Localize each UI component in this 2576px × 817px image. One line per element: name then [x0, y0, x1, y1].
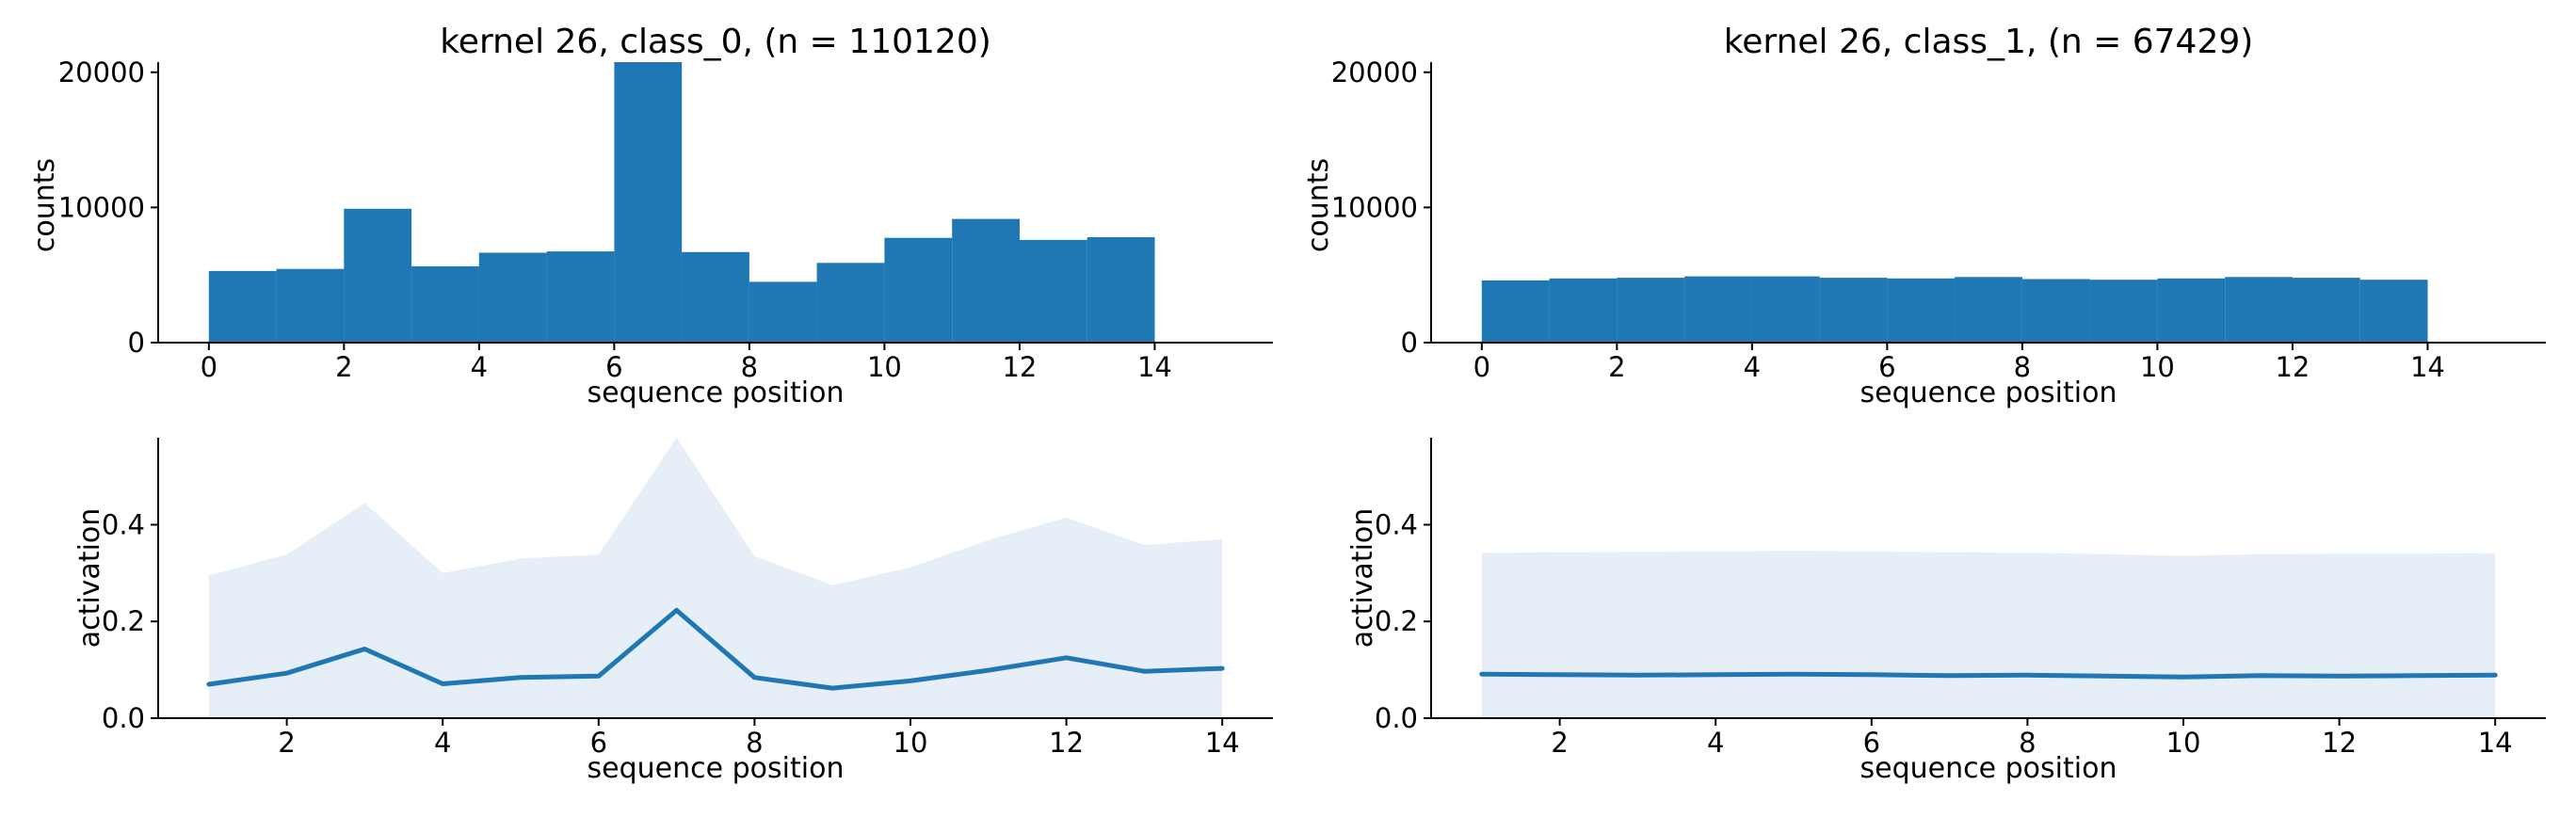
histogram-bar [2292, 278, 2360, 343]
x-tick-label: 6 [605, 351, 622, 383]
x-tick-label: 8 [741, 351, 758, 383]
histogram-bar [411, 265, 479, 343]
x-tick-label: 10 [894, 727, 928, 759]
plot-area: 2 4 6 8 10 12 14 0.0 0.2 0.4 [1375, 438, 2546, 759]
y-tick-label: 0.2 [1375, 605, 1418, 637]
y-axis-label: counts [28, 158, 61, 252]
x-tick-label: 4 [434, 727, 451, 759]
mean-activation-line [206, 607, 1225, 691]
x-tick-label: 2 [1551, 727, 1568, 759]
y-tick-label: 0.0 [102, 702, 145, 734]
x-tick-label: 12 [2275, 351, 2310, 383]
x-tick-label: 4 [471, 351, 488, 383]
panel-title: kernel 26, class_0, (n = 110120) [440, 23, 991, 61]
y-tick-label: 0 [1401, 327, 1418, 359]
activation-range-band [1481, 551, 2496, 718]
histogram-bar [614, 62, 683, 343]
histogram-bar [2157, 278, 2226, 343]
x-tick-label: 12 [2322, 727, 2357, 759]
x-tick-label: 14 [1137, 351, 1172, 383]
histogram-bar [1617, 278, 1685, 343]
histogram-bar [749, 281, 817, 343]
histogram-bar [1751, 276, 1820, 343]
x-tick-label: 8 [2014, 351, 2031, 383]
histogram-bar [1684, 276, 1752, 343]
x-tick-label: 10 [2166, 727, 2201, 759]
panel-class1-histogram: kernel 26, class_1, (n = 67429) sequence… [1302, 23, 2546, 409]
y-tick-label: 10000 [1331, 191, 1418, 223]
y-tick-label: 20000 [58, 56, 145, 88]
x-axis-label: sequence position [588, 376, 845, 409]
x-tick-label: 12 [1049, 727, 1084, 759]
x-axis-label: sequence position [588, 752, 845, 785]
activation-range-band [208, 438, 1223, 718]
y-tick-label: 0.4 [102, 509, 145, 541]
x-tick-label: 2 [1608, 351, 1625, 383]
x-tick-label: 0 [201, 351, 217, 383]
histogram-bar [952, 218, 1020, 343]
y-tick-label: 0.0 [1375, 702, 1418, 734]
histogram-bar [2089, 280, 2158, 343]
x-tick-label: 2 [335, 351, 352, 383]
histogram-bar [682, 251, 749, 343]
histogram-bar [1955, 277, 2022, 343]
plot-area: 0 2 4 6 8 10 12 14 0 10000 20000 [1331, 56, 2546, 383]
x-tick-label: 10 [2140, 351, 2175, 383]
histogram-bar [1819, 278, 1888, 343]
plot-area: 0 2 4 6 8 10 12 14 0 10000 20000 [58, 56, 1273, 383]
y-axis-label: activation [73, 508, 106, 649]
panel-class0-activation: sequence position activation 2 4 6 8 10 12 14 0… [73, 438, 1273, 785]
x-tick-label: 6 [590, 727, 607, 759]
x-tick-label: 8 [746, 727, 763, 759]
mean-activation-line [1479, 671, 2498, 680]
y-tick-label: 10000 [58, 191, 145, 223]
histogram-bar [546, 251, 615, 343]
x-tick-label: 12 [1002, 351, 1037, 383]
panel-title: kernel 26, class_1, (n = 67429) [1724, 23, 2254, 61]
x-tick-label: 6 [1878, 351, 1895, 383]
histogram-bar [884, 237, 953, 343]
histogram-bar [1087, 237, 1155, 343]
histogram-bar [208, 270, 277, 343]
histogram-bar [1887, 278, 1956, 343]
y-axis-label: activation [1346, 508, 1379, 649]
histogram-bar [1481, 280, 1550, 343]
histogram-bar [276, 268, 345, 343]
x-axis-label: sequence position [1860, 752, 2117, 785]
x-tick-label: 10 [867, 351, 902, 383]
plot-area: 2 4 6 8 10 12 14 0.0 0.2 0.4 [102, 438, 1273, 759]
x-tick-label: 0 [1473, 351, 1490, 383]
y-tick-label: 0.2 [102, 605, 145, 637]
histogram-bar [2225, 277, 2293, 343]
panel-class0-histogram: kernel 26, class_0, (n = 110120) sequenc… [28, 23, 1273, 409]
x-tick-label: 14 [2478, 727, 2513, 759]
x-tick-label: 14 [1205, 727, 1240, 759]
histogram-bar [1549, 278, 1618, 343]
x-tick-label: 6 [1863, 727, 1880, 759]
histogram-bar [478, 252, 547, 343]
panel-class1-activation: sequence position activation 2 4 6 8 10 12 14 0… [1346, 438, 2546, 785]
x-tick-label: 4 [1744, 351, 1761, 383]
x-axis-label: sequence position [1860, 376, 2117, 409]
x-tick-label: 8 [2019, 727, 2036, 759]
x-tick-label: 4 [1707, 727, 1724, 759]
y-axis-label: counts [1302, 158, 1335, 252]
x-tick-label: 14 [2410, 351, 2445, 383]
y-tick-label: 0.4 [1375, 509, 1418, 541]
histogram-bar [344, 208, 412, 343]
x-tick-label: 2 [278, 727, 295, 759]
histogram-bar [1019, 239, 1087, 343]
y-tick-label: 0 [128, 327, 145, 359]
histogram-bar [2359, 280, 2428, 343]
y-tick-label: 20000 [1331, 56, 1418, 88]
histogram-bar [816, 263, 885, 343]
histogram-bar [2021, 279, 2090, 343]
